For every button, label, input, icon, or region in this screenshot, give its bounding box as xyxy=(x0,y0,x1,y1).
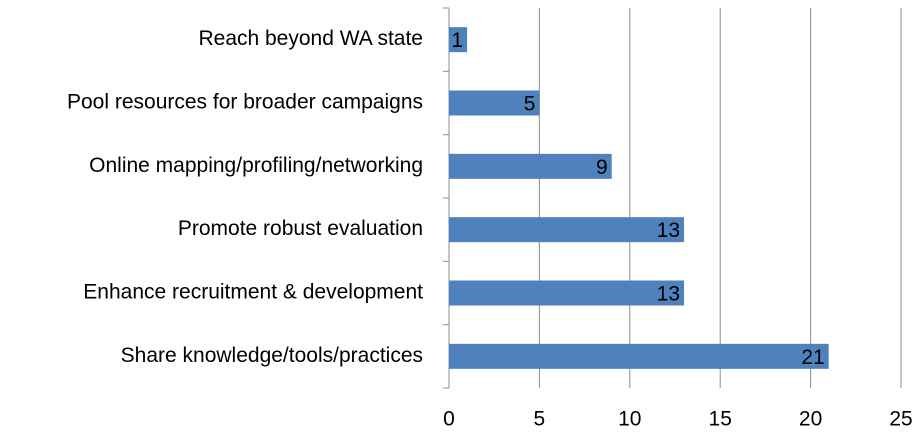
x-tick-label: 25 xyxy=(889,408,912,431)
bar xyxy=(449,153,612,179)
x-tick-label: 20 xyxy=(799,408,822,431)
y-tick-label: Pool resources for broader campaigns xyxy=(67,91,423,114)
y-tick-label: Promote robust evaluation xyxy=(178,217,423,240)
y-tick-label: Share knowledge/tools/practices xyxy=(121,344,423,367)
bar xyxy=(449,343,829,369)
y-tick-label: Online mapping/profiling/networking xyxy=(89,154,423,177)
data-label: 13 xyxy=(657,219,680,242)
data-label: 5 xyxy=(524,93,536,116)
x-tick-label: 10 xyxy=(618,408,641,431)
x-tick-label: 0 xyxy=(443,408,455,431)
y-tick-label: Reach beyond WA state xyxy=(198,27,423,50)
bar xyxy=(449,90,540,116)
data-label: 9 xyxy=(596,156,608,179)
y-tick-label: Enhance recruitment & development xyxy=(83,281,423,304)
data-label: 1 xyxy=(451,29,463,52)
data-label: 13 xyxy=(657,283,680,306)
x-tick-label: 5 xyxy=(534,408,546,431)
bar xyxy=(449,217,685,243)
data-label: 21 xyxy=(801,346,824,369)
x-tick-label: 15 xyxy=(709,408,732,431)
bar xyxy=(449,27,468,53)
bar xyxy=(449,280,685,306)
